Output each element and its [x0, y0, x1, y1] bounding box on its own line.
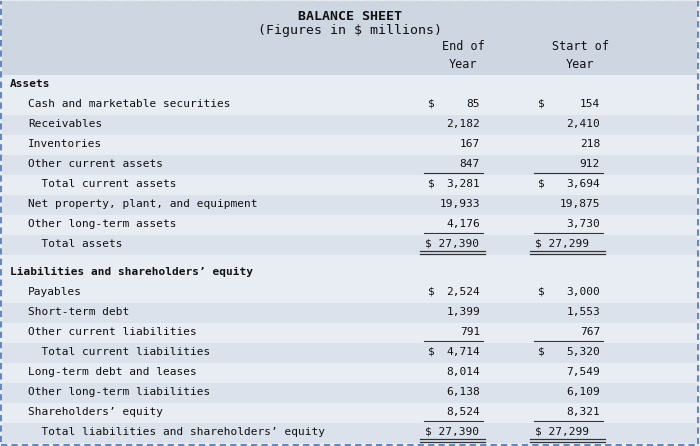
Text: $ 27,390: $ 27,390 [425, 239, 479, 248]
Text: Receivables: Receivables [28, 119, 102, 128]
Text: Other current assets: Other current assets [28, 159, 163, 169]
Text: Total current liabilities: Total current liabilities [28, 347, 210, 357]
Text: 1,553: 1,553 [566, 306, 600, 317]
FancyBboxPatch shape [2, 155, 697, 175]
Text: Start of
Year: Start of Year [552, 40, 608, 71]
Text: $ 27,299: $ 27,299 [535, 427, 589, 437]
Text: Inventories: Inventories [28, 139, 102, 149]
Text: 6,109: 6,109 [566, 387, 600, 396]
Text: Assets: Assets [10, 78, 50, 89]
Text: $: $ [428, 99, 435, 108]
Text: Long-term debt and leases: Long-term debt and leases [28, 367, 197, 376]
FancyBboxPatch shape [2, 423, 697, 443]
Text: Cash and marketable securities: Cash and marketable securities [28, 99, 230, 108]
Text: Total current assets: Total current assets [28, 178, 176, 189]
FancyBboxPatch shape [2, 343, 697, 363]
Text: 5,320: 5,320 [566, 347, 600, 357]
FancyBboxPatch shape [2, 383, 697, 403]
Text: Payables: Payables [28, 287, 82, 297]
Text: 19,875: 19,875 [559, 198, 600, 209]
Text: 3,730: 3,730 [566, 219, 600, 229]
Text: $: $ [538, 347, 545, 357]
Text: 218: 218 [580, 139, 600, 149]
Text: Total assets: Total assets [28, 239, 122, 248]
Text: Net property, plant, and equipment: Net property, plant, and equipment [28, 198, 258, 209]
Text: 85: 85 [466, 99, 480, 108]
Text: Other long-term liabilities: Other long-term liabilities [28, 387, 210, 396]
Text: $ 27,390: $ 27,390 [425, 427, 479, 437]
Text: 2,410: 2,410 [566, 119, 600, 128]
FancyBboxPatch shape [2, 1, 697, 75]
Text: $ 27,299: $ 27,299 [535, 239, 589, 248]
Text: $: $ [428, 287, 435, 297]
Text: BALANCE SHEET: BALANCE SHEET [298, 10, 402, 23]
Text: Other current liabilities: Other current liabilities [28, 326, 197, 337]
Text: 1,399: 1,399 [447, 306, 480, 317]
Text: $: $ [428, 178, 435, 189]
Text: 154: 154 [580, 99, 600, 108]
Text: $: $ [538, 287, 545, 297]
Text: 3,281: 3,281 [447, 178, 480, 189]
Text: 847: 847 [460, 159, 480, 169]
Text: 791: 791 [460, 326, 480, 337]
FancyBboxPatch shape [2, 235, 697, 255]
Text: Other long-term assets: Other long-term assets [28, 219, 176, 229]
Text: Total liabilities and shareholders’ equity: Total liabilities and shareholders’ equi… [28, 427, 325, 437]
Text: 912: 912 [580, 159, 600, 169]
Text: $: $ [538, 99, 545, 108]
Text: 6,138: 6,138 [447, 387, 480, 396]
Text: 8,014: 8,014 [447, 367, 480, 376]
Text: 8,524: 8,524 [447, 407, 480, 417]
Text: End of
Year: End of Year [442, 40, 484, 71]
FancyBboxPatch shape [2, 115, 697, 135]
Text: 767: 767 [580, 326, 600, 337]
Text: 4,714: 4,714 [447, 347, 480, 357]
Text: 167: 167 [460, 139, 480, 149]
Text: 8,321: 8,321 [566, 407, 600, 417]
Text: $: $ [428, 347, 435, 357]
Text: 2,182: 2,182 [447, 119, 480, 128]
Text: 19,933: 19,933 [440, 198, 480, 209]
Text: 2,524: 2,524 [447, 287, 480, 297]
Text: Short-term debt: Short-term debt [28, 306, 130, 317]
Text: (Figures in $ millions): (Figures in $ millions) [258, 24, 442, 37]
Text: 4,176: 4,176 [447, 219, 480, 229]
Text: $: $ [538, 178, 545, 189]
FancyBboxPatch shape [2, 195, 697, 215]
Text: 7,549: 7,549 [566, 367, 600, 376]
Text: Shareholders’ equity: Shareholders’ equity [28, 407, 163, 417]
Text: 3,694: 3,694 [566, 178, 600, 189]
Text: Liabilities and shareholders’ equity: Liabilities and shareholders’ equity [10, 267, 253, 277]
FancyBboxPatch shape [2, 303, 697, 323]
Text: 3,000: 3,000 [566, 287, 600, 297]
